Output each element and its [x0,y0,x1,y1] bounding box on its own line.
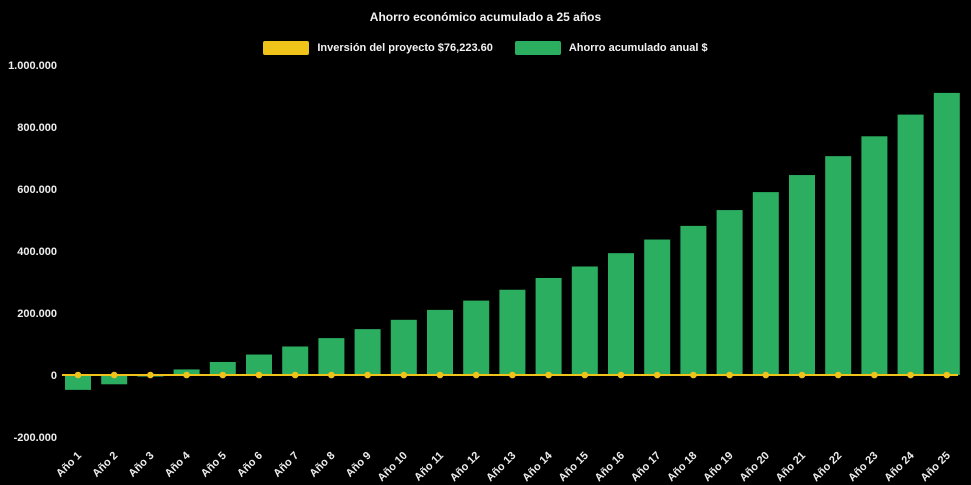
bar [789,175,815,375]
x-tick-label: Año 25 [918,450,952,484]
bar [282,346,309,375]
chart-title: Ahorro económico acumulado a 25 años [369,10,602,24]
line-marker [943,371,951,379]
bar [861,136,888,375]
x-tick-label: Año 24 [882,449,917,484]
x-tick-label: Año 23 [846,450,880,484]
line-marker [328,371,335,379]
y-tick-label: 400.000 [17,246,57,258]
chart-legend: Inversión del proyecto $76,223.60 Ahorro… [0,41,971,55]
line-marker [110,371,118,379]
bar [65,375,91,390]
x-tick-label: Año 18 [665,450,699,484]
x-tick-label: Año 17 [629,450,663,484]
x-tick-label: Año 1 [54,450,84,480]
x-tick-label: Año 14 [520,449,555,484]
y-tick-label: -200.000 [14,432,57,444]
bar [680,225,707,375]
x-tick-label: Año 9 [344,450,374,480]
line-marker [400,371,408,379]
x-tick-label: Año 12 [448,450,482,484]
line-marker [147,371,154,379]
x-tick-label: Año 21 [774,450,808,484]
bar [390,319,417,375]
line-marker [472,371,480,379]
x-tick-label: Año 7 [271,450,301,480]
bar [499,289,526,375]
bar [825,156,852,375]
bar [571,266,598,375]
x-tick-label: Año 4 [163,449,194,480]
y-tick-label: 600.000 [17,184,57,196]
line-marker [834,371,842,379]
line-marker [798,371,806,379]
line-marker [545,371,552,379]
x-tick-label: Año 3 [126,450,156,480]
x-tick-label: Año 5 [199,450,229,480]
bar [752,192,779,375]
bar [318,338,345,375]
x-tick-label: Año 10 [375,450,409,484]
legend-label-savings: Ahorro acumulado anual $ [568,42,708,54]
x-tick-label: Año 15 [556,450,590,484]
line-marker [690,371,697,379]
y-tick-label: 800.000 [17,122,57,134]
x-tick-label: Año 22 [810,450,844,484]
line-marker [255,371,263,379]
bar [354,329,381,375]
bar [535,277,562,375]
x-tick-label: Año 13 [484,450,518,484]
bar [209,361,236,375]
x-tick-label: Año 2 [90,450,120,480]
line-marker [762,371,770,379]
x-tick-label: Año 11 [412,450,446,484]
bar [933,92,960,376]
bar [897,114,924,375]
bar [427,309,453,375]
legend-item-investment: Inversión del proyecto $76,223.60 [263,41,493,55]
y-tick-label: 200.000 [17,308,57,320]
bar [101,375,128,385]
line-marker [74,371,82,379]
y-tick-label: 0 [51,370,57,382]
x-tick-label: Año 8 [307,450,337,480]
line-marker [509,371,516,379]
legend-label-investment: Inversión del proyecto $76,223.60 [317,42,493,54]
line-marker [907,371,914,379]
line-marker [436,371,444,379]
bar [463,300,490,375]
legend-swatch-savings-icon [514,41,561,55]
line-marker [617,371,625,379]
line-marker [364,371,371,379]
line-marker [581,371,589,379]
bar [716,210,743,375]
y-tick-label: 1.000.000 [8,60,57,72]
legend-item-savings: Ahorro acumulado anual $ [514,41,708,55]
x-tick-label: Año 20 [737,450,771,484]
line-marker [726,371,733,379]
line-marker [219,371,227,379]
bar [608,253,634,375]
line-marker [183,371,190,379]
line-marker [291,371,299,379]
bar [246,354,272,375]
line-marker [871,371,878,379]
line-marker [653,371,661,379]
x-tick-label: Año 16 [593,450,627,484]
legend-swatch-investment-icon [263,41,310,55]
x-tick-label: Año 6 [235,450,265,480]
x-tick-label: Año 19 [701,450,735,484]
bar [644,239,671,375]
